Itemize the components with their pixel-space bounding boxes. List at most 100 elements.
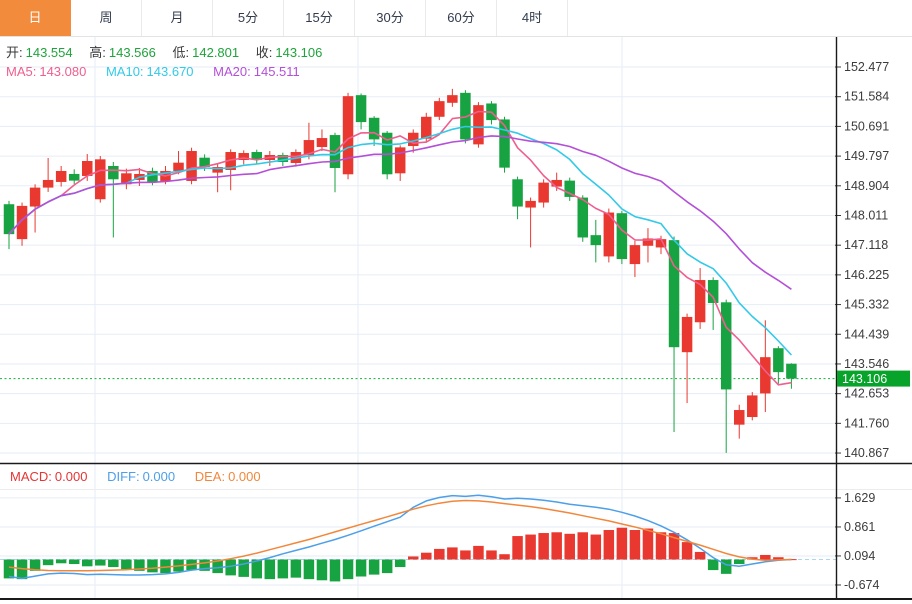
macd-tick-label: 0.094 [844,549,875,563]
macd-histogram-bar [264,559,276,580]
macd-histogram-bar [225,559,236,576]
high-value: 高: 143.566 [89,45,156,60]
candle-body [277,155,289,162]
candle-body [173,162,184,171]
candle-body [590,235,602,246]
price-tick-label: 149.797 [844,149,889,163]
macd-histogram-bar [290,559,302,578]
macd-histogram-bar [577,532,589,560]
tab-monthly[interactable]: 月 [142,0,213,36]
tab-4hour[interactable]: 4时 [497,0,568,36]
candle-body [186,151,197,181]
macd-histogram-bar [251,559,263,579]
macd-histogram-bar [447,547,458,560]
tab-60min[interactable]: 60分 [426,0,497,36]
macd-histogram-bar [655,532,667,560]
macd-histogram-bar [147,559,158,573]
candle-body [720,302,732,390]
low-value: 低: 142.801 [172,45,240,60]
candle-body [512,179,523,207]
macd-histogram-bar [134,559,145,571]
macd-histogram-bar [773,557,784,560]
macd-histogram-bar [355,559,367,577]
candle-body [251,152,263,161]
candle-body [616,213,628,260]
macd-tick-label: -0.674 [844,578,879,592]
macd-histogram-bar [238,559,249,577]
macd-histogram-bar [3,559,15,579]
candle-body [642,238,654,246]
macd-legend-row: MACD: 0.000 DIFF: 0.000 DEA: 0.000 [10,469,277,484]
price-tick-label: 151.584 [844,90,889,104]
candle-body [747,395,758,418]
candle-body [212,166,223,173]
tab-5min[interactable]: 5分 [213,0,284,36]
macd-histogram-bar [381,559,393,574]
ma20-value: MA20: 145.511 [213,64,300,79]
macd-histogram-bar [160,559,171,574]
price-tick-label: 141.760 [844,416,889,430]
macd-histogram-bar [525,534,536,560]
macd-histogram-bar [603,530,615,560]
candle-body [525,200,536,208]
candle-body [147,170,158,182]
candle-body [394,147,406,174]
tab-15min[interactable]: 15分 [284,0,355,36]
macd-histogram-bar [121,559,132,570]
macd-histogram-bar [55,559,67,564]
macd-histogram-bar [499,554,510,560]
close-value: 收: 143.106 [255,45,323,60]
macd-histogram-bar [486,550,497,560]
diff-value: DIFF: 0.000 [107,469,176,484]
price-tick-label: 142.653 [844,387,889,401]
timeframe-tab-bar: 日 周 月 5分 15分 30分 60分 4时 [0,0,912,37]
dea-value: DEA: 0.000 [194,469,261,484]
macd-histogram-bar [616,527,628,560]
candle-body [199,157,210,167]
candle-body [473,105,484,145]
macd-histogram-bar [551,532,562,560]
macd-histogram-bar [29,559,41,571]
macd-histogram-bar [668,533,680,560]
candle-body [368,117,380,140]
macd-tick-label: 1.629 [844,491,875,505]
macd-histogram-bar [512,536,523,560]
candle-body [95,159,106,200]
price-tick-label: 144.439 [844,327,889,341]
ma-info-row: MA5: 143.080 MA10: 143.670 MA20: 145.511 [6,64,316,79]
macd-histogram-bar [108,559,119,568]
macd-histogram-bar [199,559,210,571]
price-tick-label: 148.011 [844,208,888,222]
macd-histogram-bar [629,530,641,560]
tab-weekly[interactable]: 周 [71,0,142,36]
ma20-line [8,135,792,290]
candle-body [108,165,119,180]
tab-30min[interactable]: 30分 [355,0,426,36]
candle-body [3,204,15,235]
macd-histogram-bar [707,559,719,571]
tab-daily[interactable]: 日 [0,0,71,36]
macd-histogram-bar [42,559,54,566]
ma10-line [8,125,792,356]
ma5-value: MA5: 143.080 [6,64,87,79]
candle-body [29,187,41,207]
candle-body [681,316,693,353]
diff-line [8,494,792,580]
candle-body [316,138,328,148]
macd-histogram-bar [421,552,432,560]
candle-body [551,179,562,187]
candle-body [694,280,706,323]
candle-body [81,160,93,176]
macd-histogram-bar [303,559,315,580]
macd-histogram-bar [368,559,380,575]
macd-histogram-bar [460,550,471,560]
candle-body [342,96,354,175]
candle-body [42,179,54,188]
candle-body [407,132,419,147]
candle-body [655,239,667,248]
candle-body [538,182,549,203]
ohlc-info-row: 开: 143.554 高: 143.566 低: 142.801 收: 143.106 [6,42,335,61]
macd-histogram-bar [681,542,693,560]
